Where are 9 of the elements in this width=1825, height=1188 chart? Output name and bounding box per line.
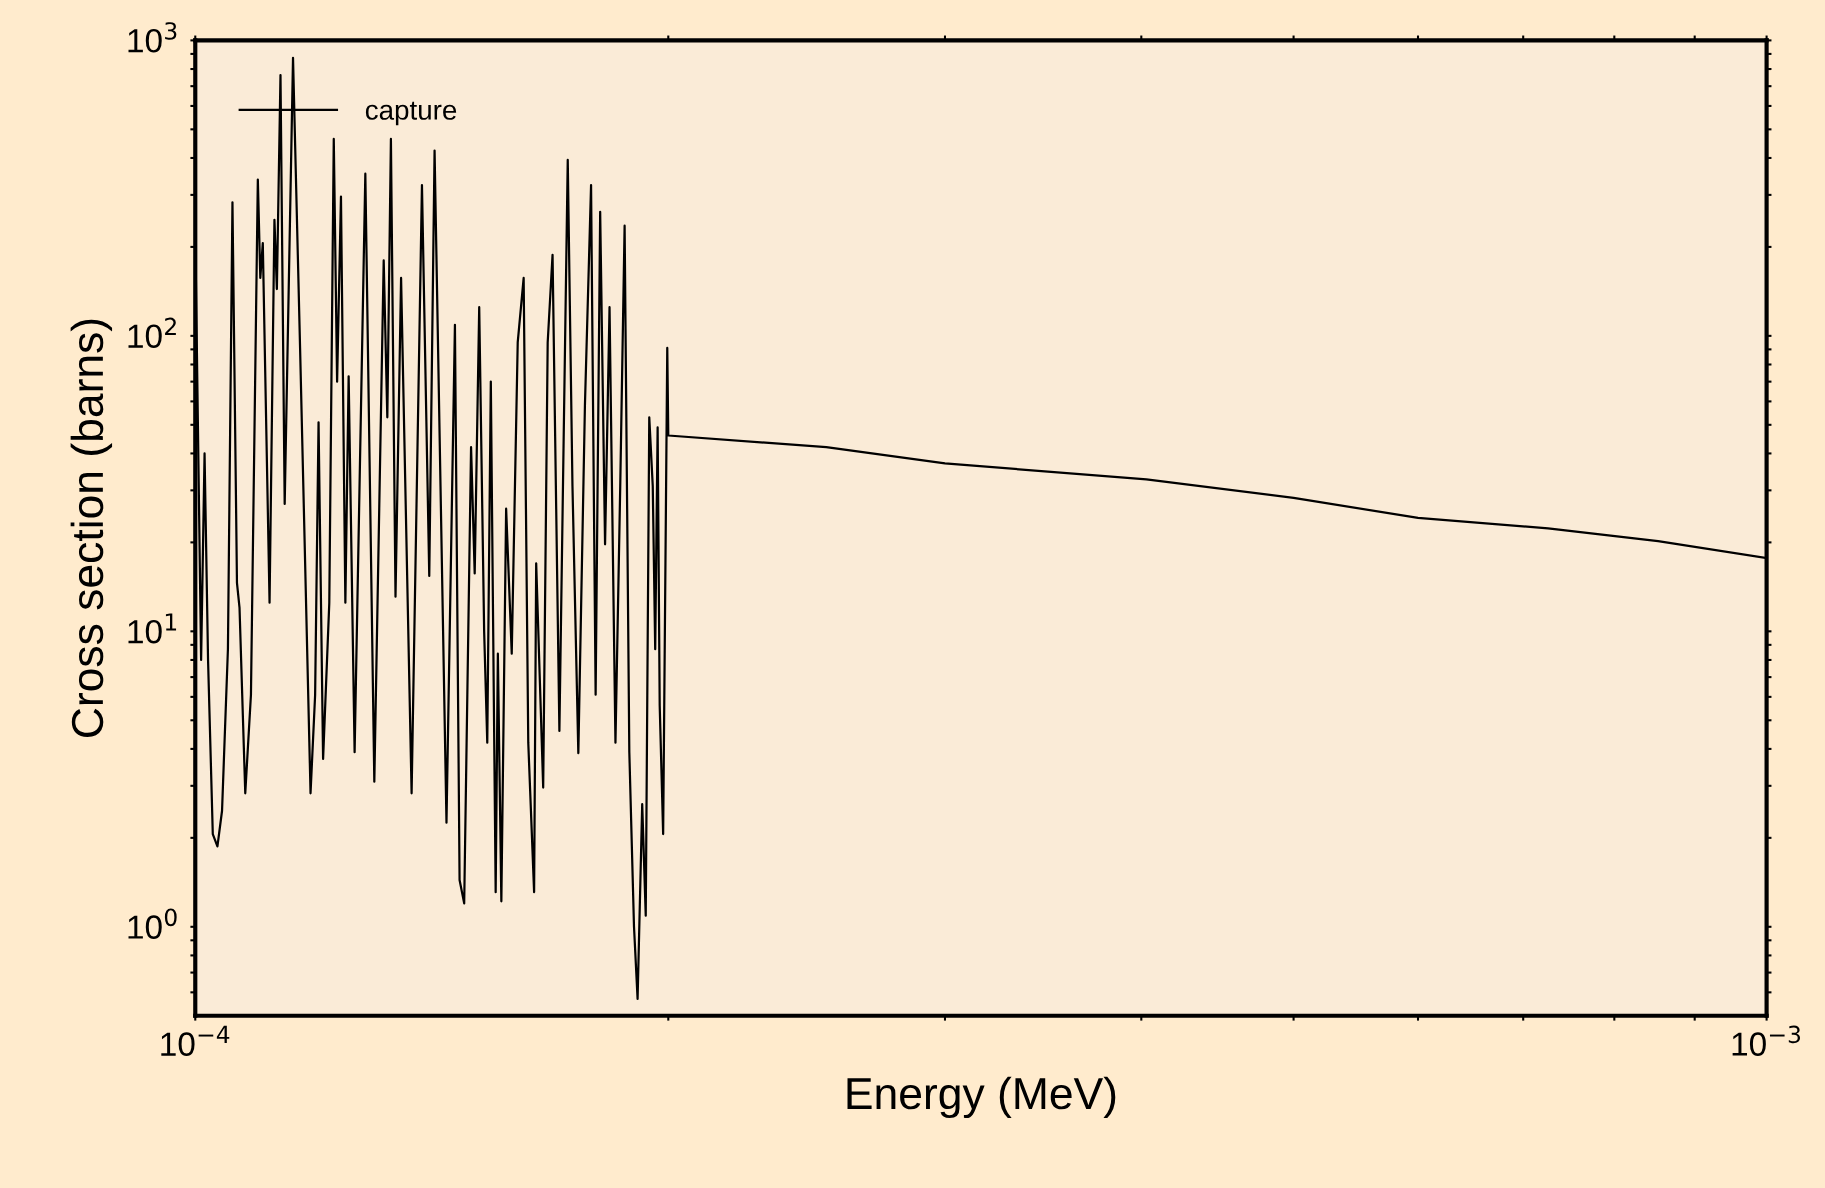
x-tick-label: 10$^{−4}$ (161, 1025, 230, 1056)
x-tick-label: 10$^{−3}$ (1732, 1025, 1801, 1056)
y-tick-label: 10$^{3}$ (128, 22, 177, 53)
y-tick-label: 10$^{0}$ (128, 908, 177, 939)
y-axis-title: Cross section (barns) (70, 319, 113, 737)
legend-label: capture (365, 101, 457, 126)
y-tick-label: 10$^{2}$ (128, 317, 176, 349)
y-tick-label: 10$^{1}$ (128, 613, 177, 644)
x-axis-title: Energy (MeV) (847, 1076, 1116, 1119)
